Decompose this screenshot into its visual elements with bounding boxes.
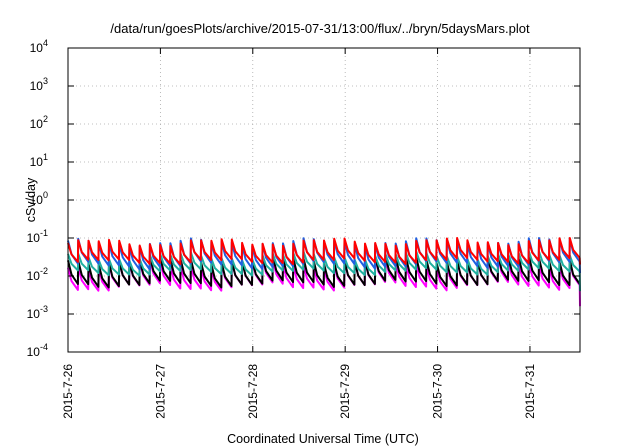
x-tick-label: 2015-7-31 bbox=[523, 364, 537, 419]
y-tick-exponent: -4 bbox=[40, 342, 48, 352]
grid bbox=[68, 47, 580, 353]
y-tick-exponent: 2 bbox=[43, 114, 48, 124]
series-line bbox=[67, 254, 581, 289]
y-tick-exponent: 1 bbox=[43, 152, 48, 162]
y-tick-exponent: -2 bbox=[40, 266, 48, 276]
y-tick-label: 10-1 bbox=[27, 228, 48, 245]
y-tick-label: 103 bbox=[30, 76, 48, 93]
y-axis-label: cSv/day bbox=[24, 177, 38, 222]
y-tick-exponent: -3 bbox=[40, 304, 48, 314]
y-tick-exponent: 3 bbox=[43, 76, 48, 86]
chart-title: /data/run/goesPlots/archive/2015-07-31/1… bbox=[110, 21, 530, 36]
y-tick-exponent: 4 bbox=[43, 38, 48, 48]
y-tick-exponent: -1 bbox=[40, 228, 48, 238]
x-tick-label: 2015-7-30 bbox=[431, 364, 445, 419]
x-tick-label: 2015-7-29 bbox=[338, 364, 352, 419]
x-tick-label: 2015-7-28 bbox=[246, 364, 260, 419]
series-group bbox=[67, 237, 581, 307]
x-axis-label: Coordinated Universal Time (UTC) bbox=[227, 432, 419, 446]
x-tick-label: 2015-7-26 bbox=[61, 364, 75, 419]
y-tick-label: 10-3 bbox=[27, 304, 48, 321]
x-axis: 2015-7-26 2015-7-27 2015-7-28 2015-7-29 2015… bbox=[61, 48, 537, 419]
y-tick-label: 104 bbox=[30, 38, 48, 55]
y-tick-label: 10-2 bbox=[27, 266, 48, 283]
y-tick-exponent: 0 bbox=[43, 190, 48, 200]
series-line bbox=[67, 237, 581, 266]
y-tick-label: 102 bbox=[30, 114, 48, 131]
y-tick-label: 10-4 bbox=[27, 342, 48, 359]
y-tick-label: 101 bbox=[30, 152, 48, 169]
x-tick-label: 2015-7-27 bbox=[153, 364, 167, 419]
